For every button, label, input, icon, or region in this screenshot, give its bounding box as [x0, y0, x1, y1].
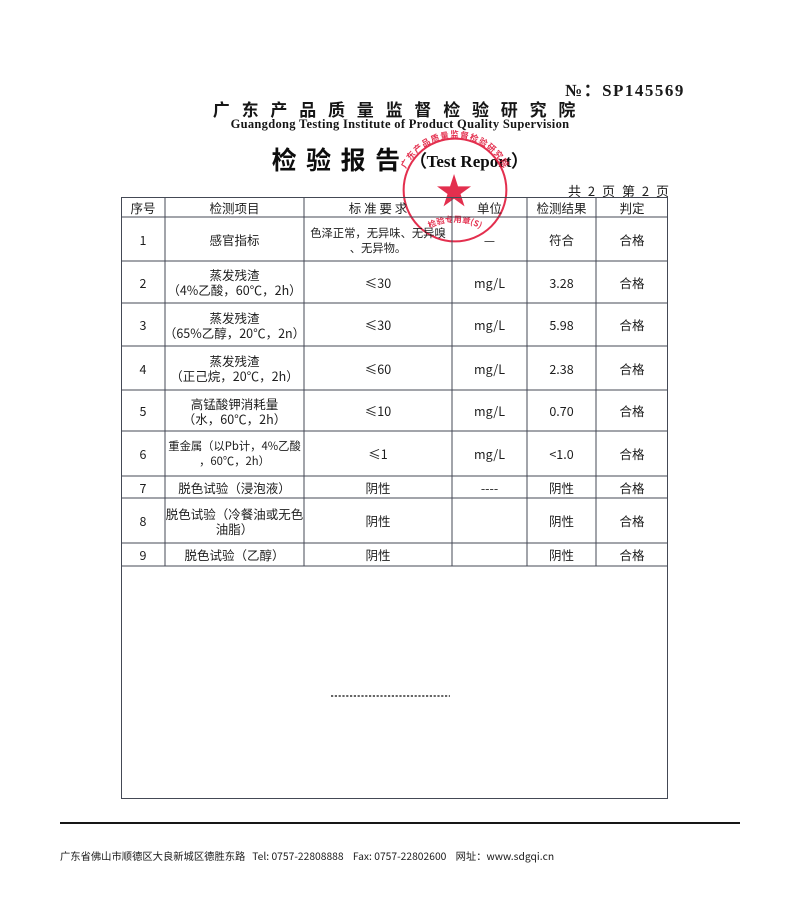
svg-text:广东产品质量监督检验研究院: 广东产品质量监督检验研究院 [398, 129, 512, 171]
